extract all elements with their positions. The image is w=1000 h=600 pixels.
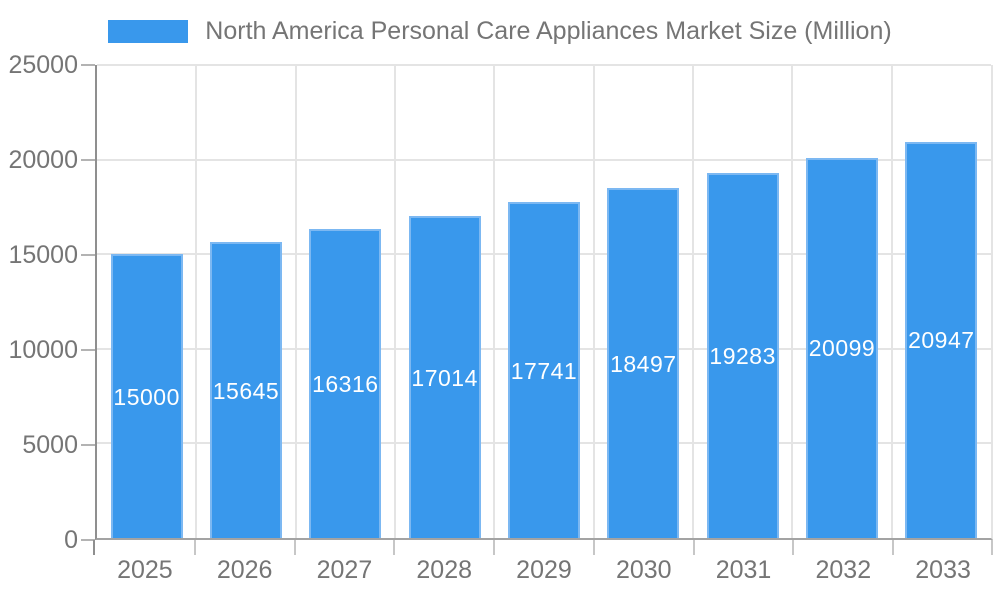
bar: 15645 (209, 242, 282, 538)
gridline-v (294, 65, 297, 538)
x-tick (792, 540, 795, 555)
x-axis-label: 2028 (416, 556, 473, 584)
plot-area: 15000 15645 16316 17014 17741 18497 19283 20099… (95, 64, 993, 540)
bar-slot: 17014 (395, 65, 494, 538)
gridline-v (393, 65, 396, 538)
bar-slot: 17741 (494, 65, 593, 538)
bar: 17014 (408, 216, 481, 538)
gridline-v (691, 65, 694, 538)
bar-value-label: 17741 (510, 357, 578, 384)
bar: 19283 (706, 173, 779, 538)
x-tick (892, 540, 895, 555)
bar: 18497 (607, 188, 680, 538)
gridline-h (97, 64, 991, 66)
legend: North America Personal Care Appliances M… (0, 14, 1000, 48)
bar-value-label: 16316 (312, 371, 379, 398)
x-axis-label: 2030 (615, 556, 672, 584)
bar-slot: 20099 (792, 65, 891, 538)
bar-value-label: 20099 (808, 335, 876, 362)
bar: 20947 (905, 141, 978, 538)
y-axis: 0 5000 10000 15000 20000 25000 (0, 51, 78, 554)
y-axis-ticks (81, 64, 95, 541)
y-axis-label: 10000 (8, 336, 78, 364)
y-tick (81, 349, 95, 351)
y-tick (81, 444, 95, 446)
bar-slot: 16316 (296, 65, 395, 538)
bar: 20099 (805, 157, 878, 538)
gridline-v (195, 65, 198, 538)
x-tick (692, 540, 695, 555)
bar-value-label: 19283 (709, 343, 776, 370)
y-axis-label: 5000 (22, 431, 78, 459)
y-tick (81, 159, 95, 161)
bar-value-label: 15645 (212, 377, 280, 404)
gridline-v (592, 65, 595, 538)
bar-slot: 19283 (693, 65, 792, 538)
bar-slot: 15645 (196, 65, 295, 538)
y-axis-label: 25000 (8, 51, 78, 79)
y-axis-label: 15000 (8, 241, 78, 269)
x-tick (93, 540, 95, 555)
bar-slot: 20947 (892, 65, 991, 538)
x-tick (393, 540, 396, 555)
bar: 16316 (309, 229, 382, 538)
x-axis: 2025 2026 2027 2028 2029 2030 2031 2032 2033 (95, 553, 993, 587)
gridline-v (890, 65, 893, 538)
x-axis-label: 2026 (216, 556, 273, 584)
x-tick (991, 540, 993, 555)
x-tick (493, 540, 496, 555)
bar-value-label: 18497 (610, 350, 677, 377)
bar-value-label: 20947 (908, 327, 975, 354)
x-axis-label: 2033 (915, 556, 971, 584)
gridline-v (791, 65, 794, 538)
y-tick (81, 539, 95, 541)
bar-value-label: 15000 (113, 383, 180, 410)
bar-slot: 15000 (97, 65, 196, 538)
bar-slot: 18497 (594, 65, 693, 538)
x-axis-label: 2027 (316, 556, 373, 584)
x-axis-ticks (93, 540, 993, 555)
gridline-v (493, 65, 496, 538)
x-tick (193, 540, 196, 555)
gridline-h (97, 158, 991, 161)
y-axis-label: 20000 (8, 146, 78, 174)
x-axis-label: 2025 (117, 556, 173, 584)
y-axis-label: 0 (64, 526, 78, 554)
x-axis-label: 2031 (715, 556, 772, 584)
x-axis-label: 2029 (516, 556, 572, 584)
y-tick (81, 254, 95, 256)
bar-value-label: 17014 (411, 364, 478, 391)
y-tick (81, 64, 95, 66)
bar: 15000 (110, 254, 183, 538)
legend-label: North America Personal Care Appliances M… (205, 16, 892, 45)
x-tick (592, 540, 595, 555)
bar: 17741 (507, 202, 580, 538)
x-axis-label: 2032 (815, 556, 872, 584)
legend-swatch (108, 19, 189, 43)
x-tick (293, 540, 296, 555)
